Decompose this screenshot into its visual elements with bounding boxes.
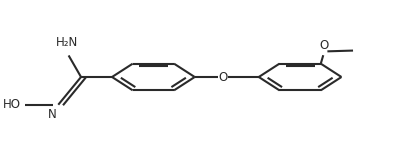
Text: N: N xyxy=(47,108,56,121)
Text: O: O xyxy=(320,39,329,52)
Text: H₂N: H₂N xyxy=(55,36,78,49)
Text: O: O xyxy=(218,71,227,83)
Text: HO: HO xyxy=(3,98,21,111)
